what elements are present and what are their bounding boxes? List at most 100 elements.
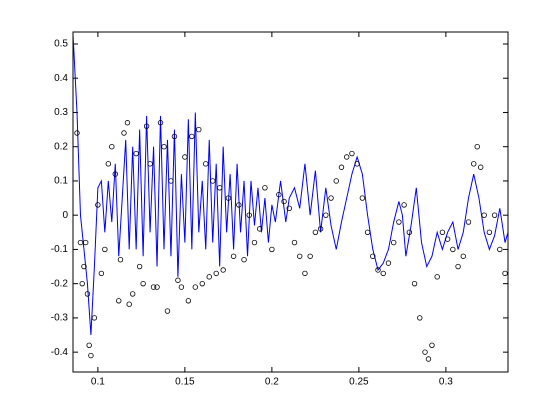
data-point	[370, 253, 376, 259]
data-point	[91, 315, 98, 321]
plot-area	[73, 33, 508, 362]
data-point	[136, 263, 143, 270]
data-point	[491, 212, 498, 218]
data-point	[124, 120, 131, 126]
data-point	[192, 284, 199, 290]
data-point	[396, 219, 402, 225]
data-point	[121, 130, 127, 136]
data-point	[286, 205, 292, 212]
data-point	[116, 298, 122, 304]
data-point	[406, 229, 413, 236]
y-tick-label: 0.4	[54, 73, 68, 84]
data-point	[182, 154, 188, 160]
data-point	[236, 202, 242, 208]
data-point	[425, 356, 432, 362]
y-tick-label: 0.2	[54, 141, 68, 152]
data-point	[213, 270, 219, 277]
data-point	[411, 280, 418, 287]
y-tick-label: 0	[62, 210, 68, 221]
data-point	[225, 195, 232, 201]
data-point	[164, 308, 171, 314]
data-point	[246, 212, 252, 218]
y-tick-label: 0.5	[54, 39, 68, 50]
data-point	[481, 212, 487, 218]
y-tick-label: 0.1	[54, 176, 68, 187]
data-point	[354, 161, 360, 167]
data-point	[216, 185, 223, 191]
x-tick-label: 0.2	[265, 377, 279, 388]
data-point	[302, 270, 308, 277]
data-point	[140, 280, 146, 287]
data-point	[269, 246, 275, 253]
data-point	[185, 298, 192, 304]
data-point	[333, 178, 339, 184]
data-point	[375, 267, 381, 273]
data-point	[147, 161, 153, 167]
data-point	[171, 133, 178, 140]
data-point	[497, 246, 503, 253]
data-point	[417, 315, 423, 321]
data-point	[161, 144, 167, 150]
data-point	[154, 284, 160, 290]
y-tick-label: 0.3	[54, 107, 68, 118]
data-point	[390, 239, 397, 246]
data-point	[297, 253, 303, 259]
data-point	[83, 239, 89, 246]
data-point	[307, 253, 313, 259]
data-point	[168, 178, 174, 184]
data-point	[241, 256, 247, 263]
data-point	[79, 280, 85, 287]
data-point	[439, 229, 446, 236]
data-point	[312, 229, 319, 236]
data-point	[196, 126, 202, 133]
data-point	[251, 239, 258, 246]
data-point	[471, 161, 477, 167]
data-point	[178, 284, 185, 290]
data-point	[276, 191, 282, 198]
data-point	[88, 352, 94, 359]
x-tick-label: 0.3	[439, 377, 453, 388]
data-point	[129, 291, 136, 297]
data-point	[444, 236, 451, 242]
data-point	[206, 274, 212, 280]
data-line	[73, 33, 508, 336]
data-point	[380, 270, 386, 277]
data-point	[84, 291, 91, 297]
data-point	[317, 226, 324, 232]
data-point	[81, 263, 87, 270]
data-point	[474, 144, 480, 150]
data-point	[230, 253, 237, 259]
data-point	[257, 226, 263, 232]
data-point	[86, 342, 92, 348]
data-point	[364, 229, 371, 236]
x-tick-label: 0.25	[349, 377, 369, 388]
data-point	[199, 280, 205, 287]
data-point	[328, 195, 334, 201]
data-point	[220, 267, 226, 273]
data-point	[502, 270, 508, 277]
data-point	[150, 284, 157, 290]
data-point	[117, 256, 124, 263]
y-tick-label: -0.2	[51, 278, 69, 289]
data-point	[157, 120, 164, 126]
data-point	[203, 161, 209, 167]
data-point	[210, 178, 216, 184]
data-point	[143, 123, 150, 129]
y-tick-label: -0.3	[51, 313, 69, 324]
data-point	[98, 270, 105, 277]
data-point	[385, 260, 392, 266]
data-point	[429, 342, 435, 348]
data-point	[460, 253, 466, 259]
data-point	[401, 202, 407, 208]
data-point	[477, 164, 484, 170]
data-point	[77, 239, 84, 246]
plot-frame	[72, 31, 509, 373]
data-point	[291, 239, 298, 246]
data-point	[422, 349, 428, 355]
data-point	[175, 277, 181, 283]
data-point	[112, 171, 118, 177]
data-point	[450, 246, 456, 253]
x-tick-label: 0.15	[175, 377, 195, 388]
data-point	[455, 263, 461, 270]
